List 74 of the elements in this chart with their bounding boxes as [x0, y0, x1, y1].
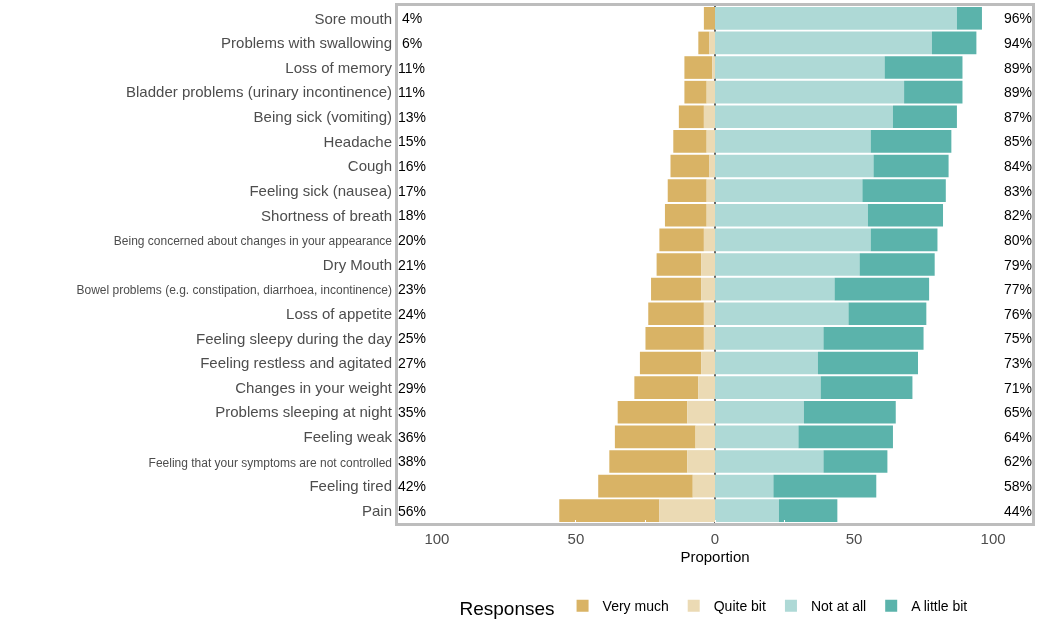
- text: 21%: [398, 257, 427, 273]
- text: 35%: [398, 404, 427, 420]
- text: 79%: [1004, 257, 1033, 273]
- text: 83%: [1004, 183, 1033, 199]
- legend-label: Very much: [602, 598, 669, 615]
- text: 77%: [1004, 281, 1033, 297]
- text: 38%: [398, 453, 427, 469]
- text: 24%: [398, 306, 427, 322]
- text: 75%: [1004, 330, 1033, 346]
- text: 76%: [1004, 306, 1033, 322]
- x-tick-label: 0: [710, 530, 720, 547]
- legend-label: A little bit: [911, 598, 968, 615]
- x-tick-label: 50: [567, 530, 585, 547]
- text: 16%: [398, 158, 427, 174]
- text: 4%: [402, 10, 423, 26]
- y-tick-label: Bladder problems (urinary incontinence): [126, 83, 392, 101]
- y-tick-label: Changes in your weight: [235, 378, 393, 396]
- y-tick-label: Dry Mouth: [322, 255, 392, 273]
- text: 6%: [402, 35, 423, 51]
- y-tick-label: Being concerned about changes in your appearance: [113, 234, 393, 249]
- text: 27%: [398, 355, 427, 371]
- y-tick-label: Feeling restless and agitated: [200, 354, 392, 372]
- text: 80%: [1004, 232, 1033, 248]
- text: 64%: [1004, 429, 1033, 445]
- text: 44%: [1004, 503, 1033, 519]
- text: 29%: [398, 380, 427, 396]
- y-tick-label: Feeling weak: [303, 428, 393, 446]
- y-tick-label: Loss of memory: [285, 58, 393, 76]
- y-tick-label: Pain: [361, 501, 392, 519]
- x-tick-label: 100: [980, 530, 1006, 547]
- y-tick-label: Being sick (vomiting): [253, 108, 392, 126]
- y-tick-label: Bowel problems (e.g. constipation, diarrhoea, incontinence): [76, 283, 392, 298]
- y-tick-label: Headache: [323, 132, 392, 150]
- text: 58%: [1004, 478, 1033, 494]
- text: 20%: [398, 232, 427, 248]
- y-tick-label: Feeling sick (nausea): [249, 181, 392, 199]
- legend-label: Not at all: [810, 598, 867, 615]
- text: 71%: [1004, 380, 1033, 396]
- text: 85%: [1004, 133, 1033, 149]
- text: 94%: [1004, 35, 1033, 51]
- text: 15%: [398, 133, 427, 149]
- text: 56%: [398, 503, 427, 519]
- text: 17%: [398, 183, 427, 199]
- y-tick-label: Loss of appetite: [286, 304, 392, 322]
- text: 36%: [398, 429, 427, 445]
- y-tick-label: Problems with swallowing: [221, 34, 392, 52]
- text: 87%: [1004, 109, 1033, 125]
- text: 84%: [1004, 158, 1033, 174]
- text: 11%: [398, 60, 425, 76]
- text: 89%: [1004, 60, 1033, 76]
- x-tick-label: 100: [424, 530, 450, 547]
- y-tick-label: Feeling that your symptoms are not controlled: [148, 455, 392, 470]
- text: 23%: [398, 281, 427, 297]
- y-tick-label: Shortness of breath: [261, 206, 392, 224]
- legend-label: Quite bit: [713, 598, 766, 615]
- y-tick-label: Cough: [347, 157, 392, 175]
- y-tick-label: Problems sleeping at night: [215, 403, 393, 421]
- text: 25%: [398, 330, 427, 346]
- y-tick-label: Feeling tired: [309, 477, 392, 495]
- text: 89%: [1004, 84, 1033, 100]
- text: 13%: [398, 109, 427, 125]
- text: 62%: [1004, 453, 1033, 469]
- text: 82%: [1004, 207, 1033, 223]
- text: 42%: [398, 478, 427, 494]
- text: 11%: [398, 84, 425, 100]
- x-axis-title: Proportion: [680, 548, 750, 565]
- text: 65%: [1004, 404, 1033, 420]
- text: 73%: [1004, 355, 1033, 371]
- x-tick-label: 50: [845, 530, 863, 547]
- legend-title: Responses: [459, 597, 555, 619]
- text: 18%: [398, 207, 427, 223]
- y-tick-label: Sore mouth: [314, 9, 392, 27]
- y-tick-label: Feeling sleepy during the day: [196, 329, 393, 347]
- text: 96%: [1004, 10, 1033, 26]
